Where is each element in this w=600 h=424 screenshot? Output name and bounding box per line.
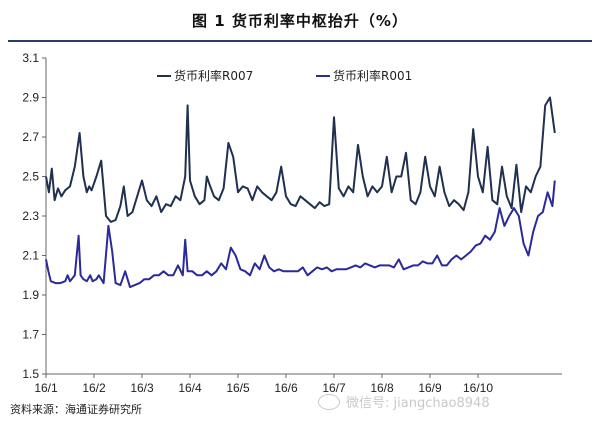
x-tick-label: 16/4 [178,381,202,395]
x-tick-label: 16/9 [418,381,442,395]
wechat-logo-icon [318,393,340,410]
series-line-r007 [45,96,556,223]
series-layer [45,96,556,289]
y-tick-label: 2.7 [22,130,39,144]
series-line-r001 [45,180,556,289]
watermark-text: 微信号: jiangchao8948 [346,396,490,411]
y-tick-label: 2.1 [22,249,39,263]
x-tick-label: 16/1 [34,381,58,395]
axes: 1.5 1.7 1.9 2.1 2.3 2.5 2.7 2.9 3.1 16/1 16/2 16/3 1… [22,51,562,395]
title-underline [8,40,592,42]
chart-title: 图 1 货币利率中枢抬升（%） [192,11,408,30]
source-note: 资料来源：海通证券研究所 [10,403,142,416]
y-tick-label: 2.5 [22,170,39,184]
legend: 货币利率R007 货币利率R001 [157,68,412,83]
y-tick-label: 2.9 [22,91,39,105]
y-tick-label: 1.9 [22,288,39,302]
y-tick-label: 1.5 [22,367,39,381]
x-tick-label: 16/8 [370,381,394,395]
x-tick-label: 16/2 [82,381,106,395]
legend-label: 货币利率R007 [174,68,253,83]
y-tick-label: 2.3 [22,209,39,223]
x-tick-label: 16/3 [130,381,154,395]
legend-label: 货币利率R001 [333,68,412,83]
y-tick-label: 1.7 [22,328,39,342]
x-tick-label: 16/10 [463,381,493,395]
x-tick-label: 16/6 [274,381,298,395]
x-tick-label: 16/5 [226,381,250,395]
x-tick-label: 16/7 [322,381,346,395]
y-tick-label: 3.1 [22,51,39,65]
watermark: 微信号: jiangchao8948 [318,392,490,411]
